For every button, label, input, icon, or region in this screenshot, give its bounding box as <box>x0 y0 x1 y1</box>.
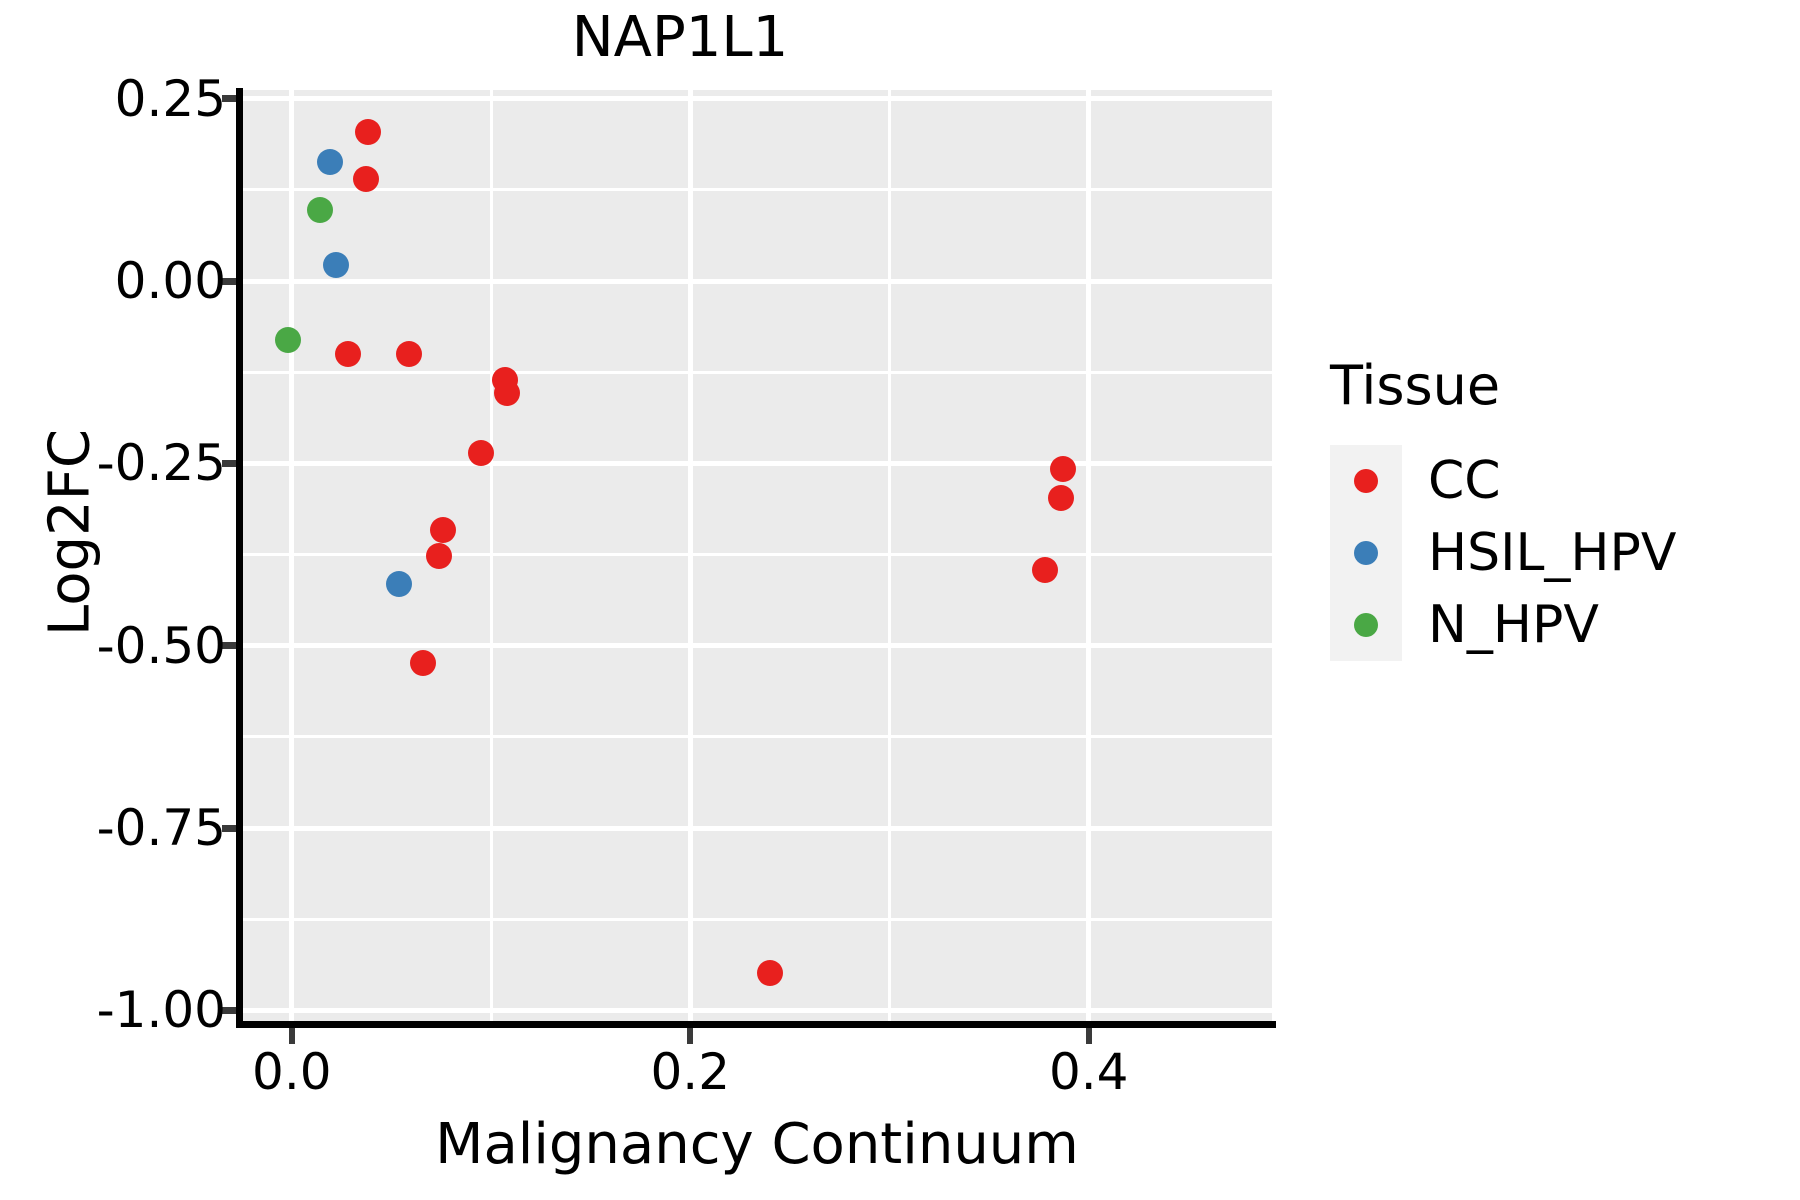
data-point-cc <box>468 440 495 467</box>
y-tick-label: -1.00 <box>96 981 226 1040</box>
gridline-horizontal-minor <box>242 553 1272 557</box>
gridline-vertical-major <box>687 90 693 1025</box>
legend-item-label: CC <box>1428 451 1501 511</box>
y-tick-mark <box>222 459 236 467</box>
y-tick-label: 0.00 <box>114 252 226 311</box>
legend-dot-icon <box>1354 613 1378 637</box>
x-tick-label: 0.0 <box>252 1043 332 1101</box>
data-point-cc <box>1049 455 1076 482</box>
data-point-hsil_hpv <box>316 149 343 176</box>
gridline-vertical-minor <box>489 90 493 1025</box>
data-point-cc <box>756 960 783 987</box>
data-point-cc <box>493 380 520 407</box>
plot-panel <box>242 90 1272 1025</box>
gridline-horizontal-major <box>242 1007 1272 1013</box>
y-axis-line <box>236 88 243 1028</box>
legend-dot-icon <box>1354 541 1378 565</box>
y-tick-mark <box>222 824 236 832</box>
gridline-horizontal-major <box>242 643 1272 649</box>
data-point-cc <box>396 341 423 368</box>
gridline-vertical-minor <box>887 90 891 1025</box>
data-point-cc <box>334 341 361 368</box>
data-point-cc <box>410 649 437 676</box>
x-tick-mark <box>687 1028 694 1044</box>
data-point-cc <box>354 118 381 145</box>
x-tick-label: 0.4 <box>1048 1043 1129 1101</box>
legend-items: CC HSIL_HPV N_HPV <box>1330 445 1800 661</box>
gridline-horizontal-major <box>242 278 1272 284</box>
data-point-n_hpv <box>274 327 301 354</box>
data-point-n_hpv <box>306 196 333 223</box>
legend-key-swatch <box>1330 445 1402 517</box>
y-tick-label: -0.25 <box>96 434 226 493</box>
gridline-horizontal-major <box>242 825 1272 831</box>
data-point-cc <box>1047 485 1074 512</box>
x-axis-line <box>236 1021 1276 1028</box>
gridline-horizontal-major <box>242 96 1272 102</box>
x-tick-mark <box>1085 1028 1092 1044</box>
y-tick-label: 0.25 <box>114 69 226 128</box>
gridline-horizontal-minor <box>242 188 1272 192</box>
y-tick-mark <box>222 1006 236 1014</box>
gridline-horizontal-minor <box>242 370 1272 374</box>
data-point-hsil_hpv <box>386 570 413 597</box>
gridline-vertical-major <box>289 90 295 1025</box>
x-axis-title: Malignancy Continuum <box>435 1112 1079 1177</box>
data-point-cc <box>426 543 453 570</box>
y-tick-label: -0.50 <box>96 616 226 675</box>
x-tick-mark <box>288 1028 295 1044</box>
legend-item-cc[interactable]: CC <box>1330 445 1800 517</box>
y-tick-mark <box>222 642 236 650</box>
legend-item-hsil_hpv[interactable]: HSIL_HPV <box>1330 517 1800 589</box>
legend-item-n_hpv[interactable]: N_HPV <box>1330 589 1800 661</box>
y-tick-label: -0.75 <box>96 799 226 858</box>
y-tick-mark <box>222 95 236 103</box>
legend-item-label: N_HPV <box>1428 595 1599 655</box>
gridline-horizontal-minor <box>242 735 1272 739</box>
page-title: NAP1L1 <box>571 5 789 70</box>
legend-key-swatch <box>1330 589 1402 661</box>
y-axis-title: Log2FC <box>37 429 103 636</box>
x-tick-label: 0.2 <box>650 1043 731 1101</box>
y-tick-mark <box>222 277 236 285</box>
data-point-cc <box>430 516 457 543</box>
gridline-horizontal-minor <box>242 917 1272 921</box>
legend-title: Tissue <box>1330 354 1501 417</box>
legend-key-swatch <box>1330 517 1402 589</box>
data-point-cc <box>1031 556 1058 583</box>
legend-dot-icon <box>1354 469 1378 493</box>
gridline-vertical-major <box>1086 90 1092 1025</box>
data-point-cc <box>352 165 379 192</box>
legend-item-label: HSIL_HPV <box>1428 523 1677 583</box>
data-point-hsil_hpv <box>322 252 349 279</box>
gridline-horizontal-major <box>242 460 1272 466</box>
legend: Tissue CC HSIL_HPV N_HPV <box>1330 355 1800 661</box>
